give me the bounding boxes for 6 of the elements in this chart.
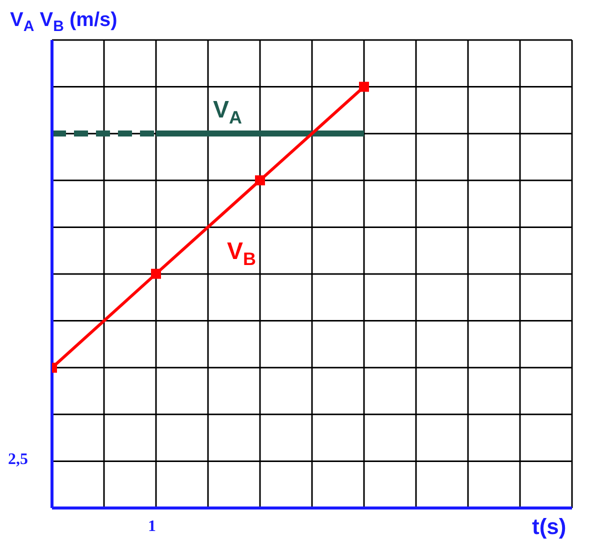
- text: 1: [148, 518, 156, 536]
- series-label: V$_{B}$: [227, 238, 256, 270]
- text: t(s): [532, 514, 566, 540]
- y-axis-title: V$_{A}$ V$_{B}$ (m/s): [10, 9, 118, 36]
- text: V$_{A}$: [213, 96, 242, 128]
- annotation: 2,5: [8, 451, 28, 470]
